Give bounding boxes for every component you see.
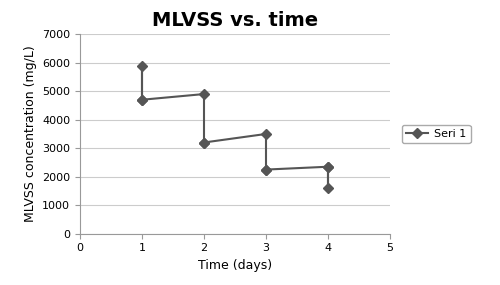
Seri 1	[201, 141, 207, 144]
X-axis label: Time (days): Time (days)	[198, 259, 272, 272]
Seri 1	[325, 186, 331, 190]
Y-axis label: MLVSS concentration (mg/L): MLVSS concentration (mg/L)	[24, 46, 36, 222]
Line: Seri 1: Seri 1	[138, 62, 332, 192]
Seri 1	[139, 64, 145, 67]
Legend: Seri 1: Seri 1	[402, 125, 470, 143]
Seri 1	[139, 98, 145, 101]
Seri 1	[325, 165, 331, 168]
Title: MLVSS vs. time: MLVSS vs. time	[152, 11, 318, 30]
Seri 1	[263, 168, 269, 171]
Seri 1	[263, 132, 269, 136]
Seri 1	[325, 165, 331, 168]
Seri 1	[263, 168, 269, 171]
Seri 1	[139, 98, 145, 101]
Seri 1	[201, 92, 207, 96]
Seri 1	[201, 141, 207, 144]
